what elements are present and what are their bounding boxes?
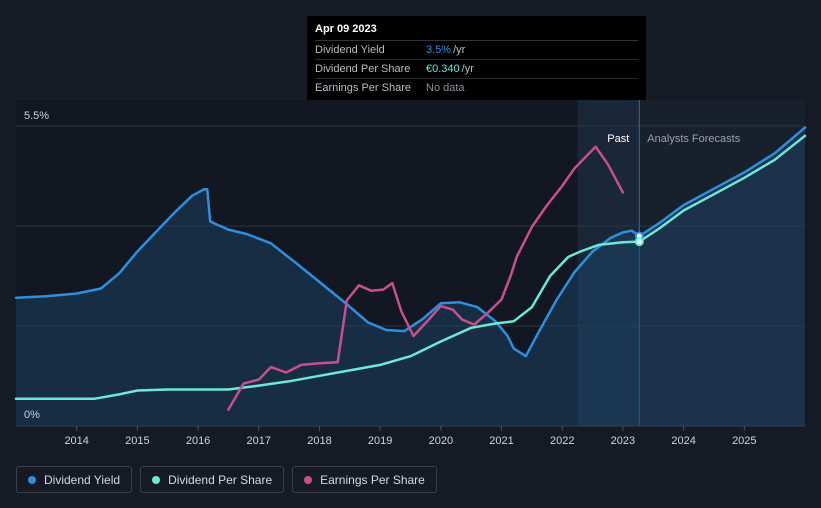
legend-dot-icon	[304, 475, 313, 484]
legend-dot-icon	[152, 475, 161, 484]
legend-item-dividend-yield[interactable]: Dividend Yield	[16, 466, 133, 493]
plot-area	[16, 100, 805, 426]
tooltip-value: €0.340	[426, 63, 460, 75]
x-tick-label: 2025	[732, 435, 756, 447]
x-tick-label: 2018	[307, 435, 331, 447]
series-area-dividend-yield	[16, 127, 805, 426]
series-line-earnings-per-share	[227, 145, 625, 411]
legend-dot-icon	[28, 475, 36, 484]
legend: Dividend Yield Dividend Per Share Earnin…	[16, 466, 437, 493]
forecast-region	[639, 100, 805, 426]
tooltip-label: Dividend Per Share	[315, 63, 411, 75]
x-tick-label: 2017	[247, 435, 271, 447]
x-tick-label: 2020	[429, 435, 453, 447]
x-tick-label: 2022	[550, 435, 574, 447]
tooltip-unit: /yr	[461, 63, 474, 75]
x-tick-label: 2021	[489, 435, 513, 447]
tooltip-value: 3.5%	[426, 44, 452, 56]
x-tick-label: 2014	[64, 435, 88, 447]
tooltip-unit: /yr	[453, 44, 466, 56]
labels: 5.5% 0% Past Analysts Forecasts	[24, 110, 741, 421]
tooltip-date: Apr 09 2023	[315, 23, 638, 41]
y-axis-max-label: 5.5%	[24, 110, 49, 122]
tooltip-label: Dividend Yield	[315, 44, 385, 56]
legend-item-earnings-per-share[interactable]: Earnings Per Share	[292, 466, 437, 493]
series-line-dividend-yield	[14, 126, 807, 358]
tooltip-label: Earnings Per Share	[315, 82, 411, 94]
legend-label: Dividend Yield	[44, 472, 121, 487]
series-line-dividend-per-share	[14, 134, 807, 400]
forecast-region-label: Analysts Forecasts	[647, 133, 740, 145]
x-tick-label: 2023	[611, 435, 635, 447]
legend-label: Dividend Per Share	[168, 472, 273, 487]
past-region-label: Past	[607, 133, 629, 145]
x-tick-label: 2024	[671, 435, 695, 447]
tooltip-row-earnings-per-share: Earnings Per Share No data	[315, 79, 638, 97]
hover-marker-dividend-per-share	[634, 237, 644, 247]
legend-item-dividend-per-share[interactable]: Dividend Per Share	[140, 466, 285, 493]
axes: 2014 2015 2016 2017 2018 2019 2020 2021 2022 2023…	[16, 425, 805, 447]
x-tick-label: 2016	[186, 435, 210, 447]
tooltip-value: No data	[426, 82, 465, 94]
tooltip-row-dividend-yield: Dividend Yield 3.5% /yr	[315, 41, 638, 60]
hover-tooltip: Apr 09 2023 Dividend Yield 3.5% /yr Divi…	[307, 16, 646, 100]
y-axis-min-label: 0%	[24, 409, 40, 421]
x-tick-label: 2015	[125, 435, 149, 447]
x-tick-label: 2019	[368, 435, 392, 447]
tooltip-row-dividend-per-share: Dividend Per Share €0.340 /yr	[315, 60, 638, 79]
series-layer	[14, 126, 807, 426]
legend-label: Earnings Per Share	[320, 472, 425, 487]
